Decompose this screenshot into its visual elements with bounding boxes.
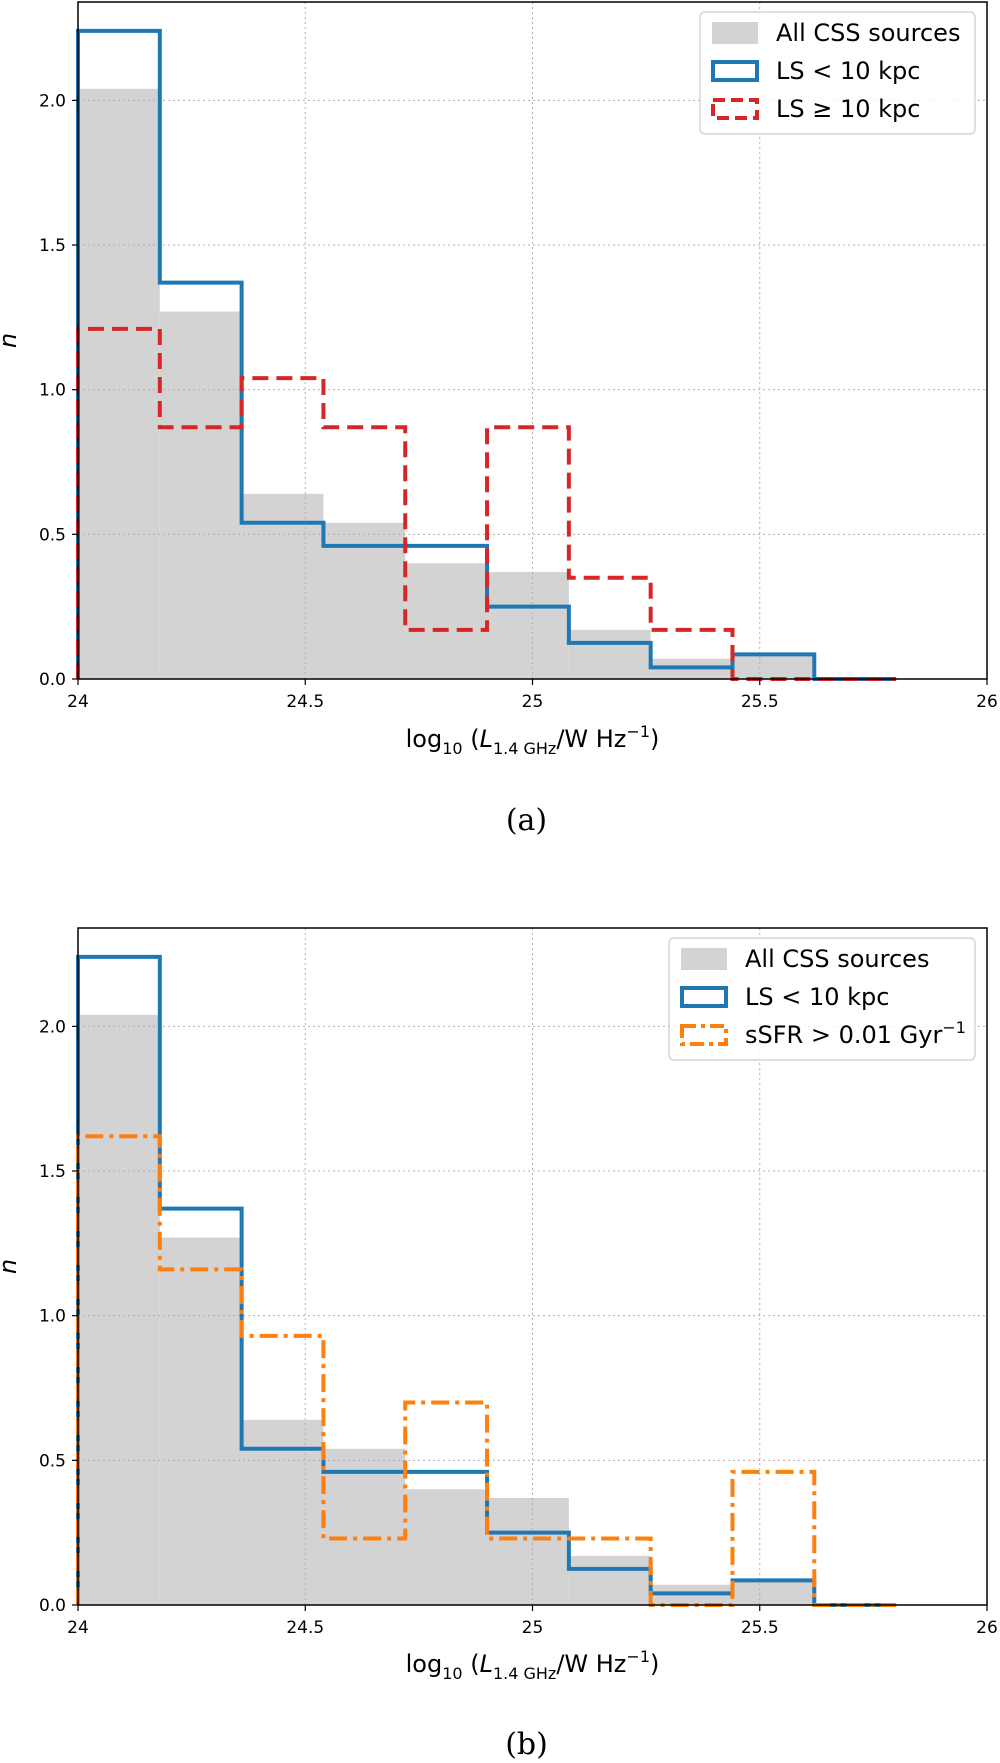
y-tick-label: 0.0 <box>39 1596 66 1616</box>
y-tick-label: 1.0 <box>39 1307 66 1327</box>
hist-bar-all-css-6 <box>487 571 569 679</box>
legend-entry-text: All CSS sources <box>776 19 960 47</box>
x-label-sup: −1 <box>626 722 650 741</box>
x-label-post: /W Hz <box>556 725 626 753</box>
hist-bar-all-css-2 <box>159 1237 242 1605</box>
panel-a: 24 24.5 25 25.5 26 0.0 0.5 1.0 1.5 2.0 n log10 (L1.… <box>0 1 998 838</box>
panel-caption: (b) <box>505 1727 548 1762</box>
hist-bar-all-css-5 <box>405 1489 488 1605</box>
hist-bar-all-css-1 <box>78 88 160 680</box>
legend-swatch-solid <box>680 986 728 1008</box>
x-label-L: L <box>480 725 493 753</box>
x-tick-label: 25 <box>522 1618 544 1638</box>
panel-caption: (a) <box>506 803 547 838</box>
x-tick-label: 25 <box>522 692 544 712</box>
legend-box <box>668 937 976 1061</box>
y-axis-label: n <box>0 333 22 348</box>
legend-entry-text: sSFR > 0.01 Gyr <box>745 1021 942 1049</box>
legend-entry-label: LS < 10 kpc <box>776 57 920 85</box>
x-label-mid: ( <box>463 725 480 753</box>
panel-b: 24 24.5 25 25.5 26 0.0 0.5 1.0 1.5 2.0 n log10 (L1.… <box>0 927 998 1762</box>
x-tick-label: 24 <box>67 1618 89 1638</box>
y-tick-label: 0.5 <box>39 525 66 545</box>
hist-bar-all-css-4 <box>323 1448 406 1605</box>
legend-entry-label: LS ≥ 10 kpc <box>776 95 920 123</box>
y-tick-label: 2.0 <box>39 1017 66 1037</box>
legend-swatch-filled <box>681 948 727 970</box>
legend-entry-label: All CSS sources <box>745 945 929 973</box>
hist-bar-all-css-9 <box>732 1581 815 1605</box>
hist-bar-all-css-9 <box>732 655 815 679</box>
x-label-pre: log <box>406 1650 443 1678</box>
x-label-post: /W Hz <box>556 1650 626 1678</box>
x-tick-label: 26 <box>976 692 998 712</box>
legend-box <box>699 11 976 135</box>
y-tick-label: 2.0 <box>39 91 66 111</box>
x-tick-label: 25.5 <box>741 1618 779 1638</box>
y-tick-label: 1.5 <box>39 1162 66 1182</box>
y-tick-label: 0.5 <box>39 1451 66 1471</box>
legend-entry-label: sSFR > 0.01 Gyr−1 <box>745 1018 966 1049</box>
hist-bar-all-css-7 <box>568 1555 651 1605</box>
hist-step-dashed-series <box>76 326 897 681</box>
x-label-sub: 10 <box>442 739 462 758</box>
x-axis-label: log10 (L1.4 GHz/W Hz−1) <box>406 722 660 758</box>
x-label-mid: ( <box>463 1650 480 1678</box>
x-axis-label: log10 (L1.4 GHz/W Hz−1) <box>406 1647 660 1683</box>
hist-bar-all-css-2 <box>159 311 242 679</box>
legend-entry-text: LS ≥ 10 kpc <box>776 95 920 123</box>
y-axis-label: n <box>0 1259 22 1274</box>
legend-entry-text: LS < 10 kpc <box>776 57 920 85</box>
x-label-lsub: 1.4 GHz <box>493 1664 556 1683</box>
legend-swatch-solid <box>711 60 759 82</box>
y-tick-label: 1.0 <box>39 381 66 401</box>
y-tick-label: 1.5 <box>39 236 66 256</box>
hist-bar-all-css-1 <box>78 1014 160 1605</box>
hist-bar-all-css-4 <box>323 522 406 679</box>
x-label-lsub: 1.4 GHz <box>493 739 556 758</box>
x-tick-label: 24 <box>67 692 89 712</box>
x-label-close: ) <box>650 1650 659 1678</box>
x-tick-label: 25.5 <box>741 692 779 712</box>
x-label-sup: −1 <box>626 1647 650 1666</box>
hist-step-dashdot-series <box>76 1134 897 1607</box>
x-label-pre: log <box>406 725 443 753</box>
hist-bar-all-css-7 <box>568 629 651 679</box>
x-label-L: L <box>480 1650 493 1678</box>
x-label-sub: 10 <box>442 1664 462 1683</box>
hist-bar-all-css-6 <box>487 1497 569 1605</box>
legend-entry-text: All CSS sources <box>745 945 929 973</box>
x-tick-label: 26 <box>976 1618 998 1638</box>
y-tick-label: 0.0 <box>39 670 66 690</box>
legend-swatch-filled <box>712 22 758 44</box>
legend-entry-label: All CSS sources <box>776 19 960 47</box>
legend-swatch-dashdot <box>680 1024 728 1046</box>
x-label-close: ) <box>650 725 659 753</box>
legend-swatch-dashed <box>711 98 759 120</box>
legend-entry-text: LS < 10 kpc <box>745 983 889 1011</box>
x-tick-label: 24.5 <box>286 1618 324 1638</box>
x-tick-label: 24.5 <box>286 692 324 712</box>
hist-bar-all-css-5 <box>405 563 488 679</box>
legend-entry-label: LS < 10 kpc <box>745 983 889 1011</box>
legend-entry-superscript: −1 <box>942 1018 966 1037</box>
